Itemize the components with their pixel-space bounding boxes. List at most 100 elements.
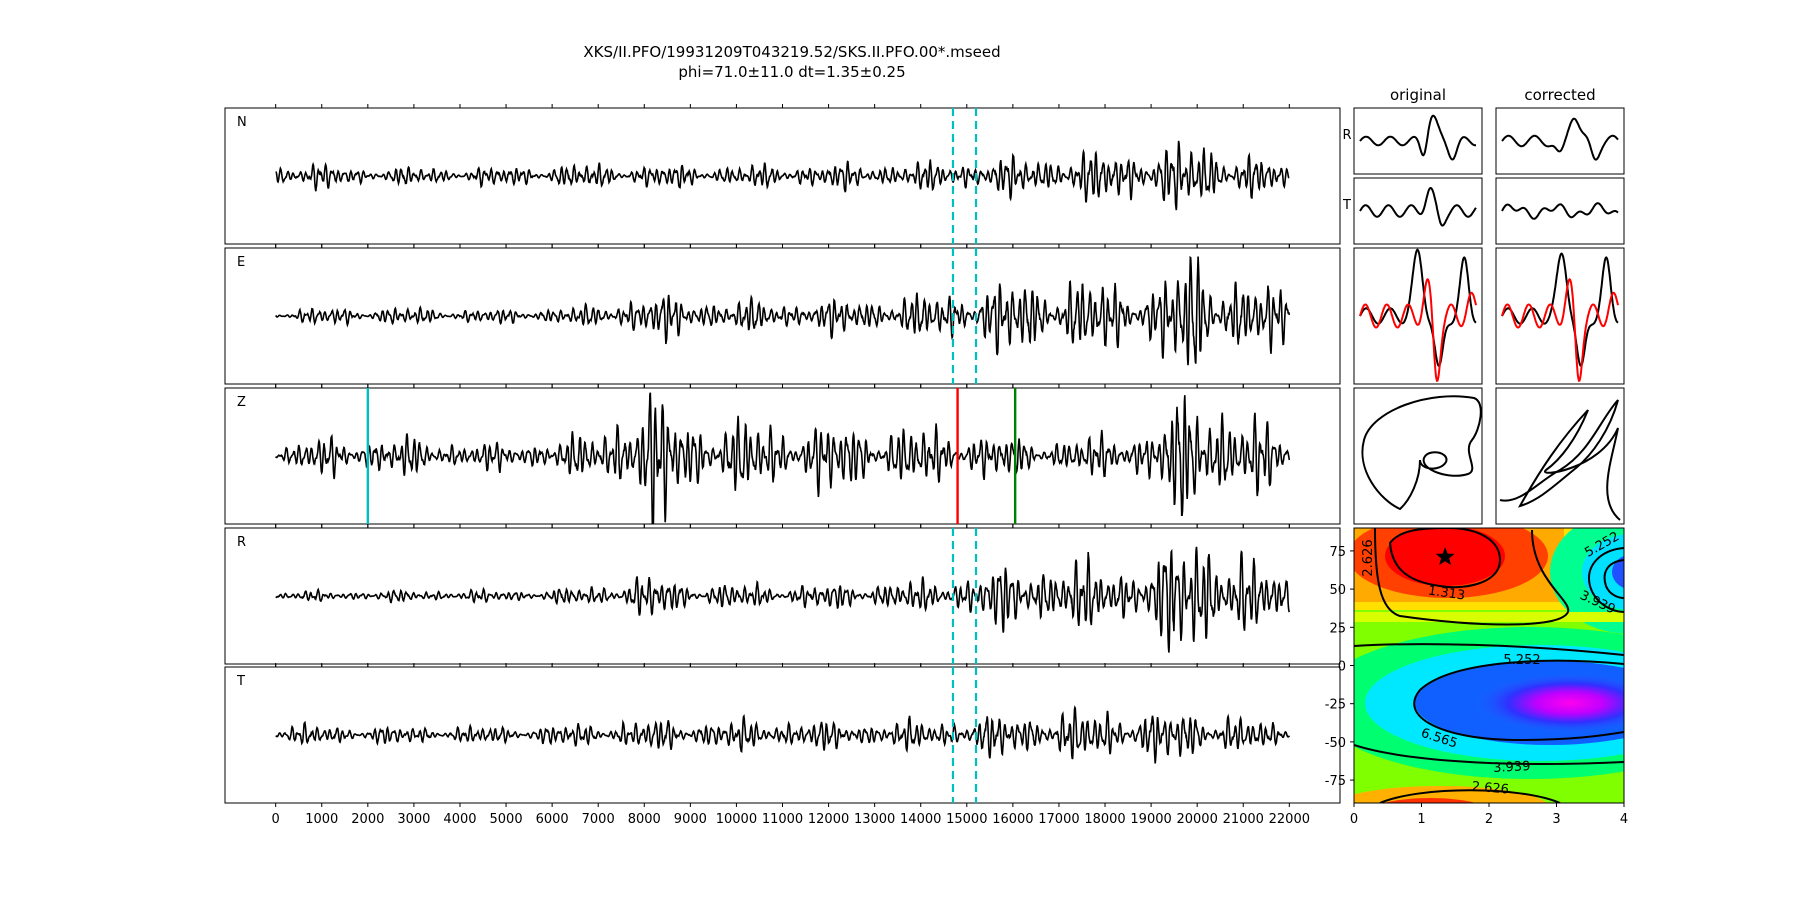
surface-x-tick-label: 2 — [1485, 812, 1493, 827]
radial-trace-original — [1359, 114, 1476, 161]
contour-label: 3.939 — [1493, 759, 1531, 776]
x-tick-label: 10000 — [716, 812, 757, 827]
x-tick-label: 7000 — [582, 812, 615, 827]
channel-label-e: E — [237, 255, 245, 270]
small-panel-frame — [1353, 247, 1483, 385]
x-tick-label: 1000 — [305, 812, 338, 827]
waveform-z — [275, 392, 1291, 524]
small-panel-pm-corr — [1495, 387, 1625, 525]
slow-trace — [1359, 278, 1477, 382]
transverse-trace-original — [1359, 186, 1477, 227]
x-tick-label: 22000 — [1269, 812, 1310, 827]
surface-bottom-red — [1384, 798, 1476, 803]
error-surface-fill — [1354, 528, 1624, 803]
small-panel-r-corr — [1495, 107, 1625, 175]
surface-y-tick-label: 0 — [1338, 660, 1346, 675]
contour-label: 5.252 — [1503, 653, 1540, 668]
x-tick-label: 11000 — [762, 812, 803, 827]
particle-motion-corrected — [1499, 399, 1621, 521]
particle-motion-original — [1361, 395, 1482, 511]
contour-line-6565 — [1413, 659, 1624, 742]
surface-trough-magenta — [1475, 673, 1624, 733]
panel-n: N — [224, 104, 1341, 248]
transverse-trace-corrected — [1501, 202, 1619, 220]
surface-x-tick-label: 0 — [1350, 812, 1358, 827]
surface-y-tick-label: -25 — [1325, 698, 1346, 713]
x-tick-label: 9000 — [674, 812, 707, 827]
particle-motion-panels: RT — [1342, 107, 1625, 525]
channel-label-z: Z — [237, 395, 246, 410]
x-tick-label: 8000 — [628, 812, 661, 827]
surface-y-tick-label: 25 — [1329, 621, 1346, 636]
panel-t: T — [224, 663, 1341, 807]
channel-label-r: R — [237, 535, 246, 550]
x-tick-label: 18000 — [1084, 812, 1125, 827]
waveform-e — [275, 255, 1291, 366]
x-axis-labels: 0 1000 2000 3000 4000 5000 6000 7000 8000 9000 100… — [272, 812, 1310, 827]
slow-trace — [1501, 278, 1619, 382]
waveform-r — [275, 546, 1291, 653]
x-tick-label: 16000 — [992, 812, 1033, 827]
panel-z: Z — [224, 384, 1341, 528]
contour-line-3939-upper — [1588, 547, 1624, 613]
x-tick-label: 14000 — [900, 812, 941, 827]
x-tick-label: 12000 — [808, 812, 849, 827]
surface-x-tick-label: 1 — [1417, 812, 1425, 827]
contour-line-1313 — [1388, 528, 1502, 589]
contour-line-3939-lower — [1354, 744, 1624, 766]
contour-line-5252-upper — [1603, 559, 1624, 599]
x-tick-label: 20000 — [1176, 812, 1217, 827]
small-panel-wave-orig — [1353, 247, 1483, 385]
x-tick-label: 6000 — [536, 812, 569, 827]
x-tick-label: 13000 — [854, 812, 895, 827]
contour-lines — [1354, 528, 1624, 803]
surface-x-tick-label: 4 — [1620, 812, 1628, 827]
x-tick-label: 5000 — [490, 812, 523, 827]
small-panel-frame — [1495, 107, 1625, 175]
surface-edge-blue — [1612, 555, 1624, 589]
surface-y-tick-label: 75 — [1329, 545, 1346, 560]
surface-x-tick-label: 3 — [1552, 812, 1560, 827]
error-surface-axes: 0 1 2 3 4 75 50 25 0 -25 -50 -75 — [1325, 527, 1628, 827]
contour-label: 2.626 — [1361, 539, 1376, 576]
panel-r: R — [224, 524, 1341, 668]
channel-label-t: T — [236, 674, 245, 689]
contour-label: 1.313 — [1427, 584, 1466, 604]
surface-y-tick-label: 50 — [1329, 583, 1346, 598]
surface-y-tick-label: -75 — [1325, 774, 1346, 789]
channel-label-n: N — [237, 115, 247, 130]
column-title-original: original — [1390, 86, 1446, 104]
seismogram-panels: N E Z R T 0 1000 2000 3000 4000 5000 6000 7000 8000 90… — [224, 104, 1341, 827]
figure-title: XKS/II.PFO/19931209T043219.52/SKS.II.PFO… — [583, 43, 1000, 61]
x-tick-label: 4000 — [443, 812, 476, 827]
contour-line-2626-lower — [1379, 789, 1561, 803]
small-panel-t-orig — [1353, 177, 1483, 245]
waveform-t — [275, 705, 1291, 764]
x-tick-label: 2000 — [351, 812, 384, 827]
row-label-r: R — [1342, 128, 1351, 143]
contour-line-2626-upper — [1374, 528, 1570, 626]
small-panel-pm-orig — [1353, 387, 1483, 525]
contour-label: 2.626 — [1471, 779, 1509, 797]
figure-subtitle: phi=71.0±11.0 dt=1.35±0.25 — [678, 63, 905, 81]
x-tick-label: 15000 — [946, 812, 987, 827]
x-tick-label: 0 — [272, 812, 280, 827]
row-label-t: T — [1342, 198, 1351, 213]
surface-band-yellowgreen — [1354, 612, 1624, 622]
waveform-n — [275, 140, 1290, 211]
x-tick-label: 17000 — [1038, 812, 1079, 827]
contour-line-5252-lower — [1354, 643, 1624, 656]
x-tick-label: 21000 — [1223, 812, 1264, 827]
radial-trace-corrected — [1501, 117, 1619, 161]
small-panel-t-corr — [1495, 177, 1625, 245]
small-panel-frame — [1353, 387, 1483, 525]
x-tick-label: 19000 — [1130, 812, 1171, 827]
x-tick-label: 3000 — [397, 812, 430, 827]
panel-e: E — [224, 244, 1341, 388]
surface-y-tick-label: -50 — [1325, 736, 1346, 751]
column-title-corrected: corrected — [1524, 86, 1595, 104]
small-panel-wave-corr — [1495, 247, 1625, 385]
